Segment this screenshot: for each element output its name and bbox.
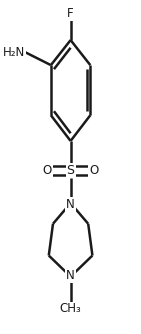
Text: S: S: [67, 164, 75, 177]
Text: O: O: [43, 164, 52, 177]
Text: H₂N: H₂N: [3, 46, 25, 59]
Text: N: N: [66, 269, 75, 282]
Text: F: F: [67, 7, 74, 20]
Text: CH₃: CH₃: [60, 303, 81, 315]
Text: O: O: [89, 164, 98, 177]
Text: N: N: [66, 198, 75, 211]
